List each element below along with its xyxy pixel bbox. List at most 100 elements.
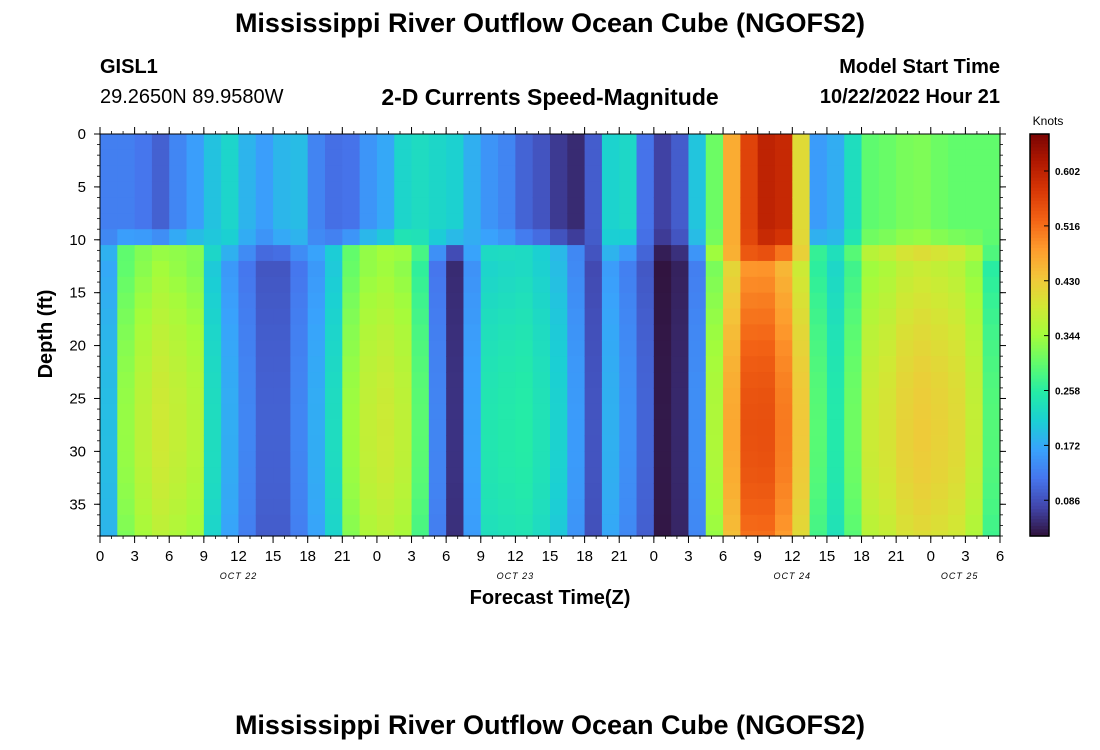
heatmap-cell xyxy=(844,308,863,326)
heatmap-cell xyxy=(117,260,136,278)
heatmap-cell xyxy=(290,340,309,357)
heatmap-cell xyxy=(134,213,153,230)
heatmap-cell xyxy=(325,356,343,373)
heatmap-cell xyxy=(809,435,828,452)
heatmap-cell xyxy=(221,340,240,357)
heatmap-cell xyxy=(671,197,690,214)
heatmap-cell xyxy=(151,260,170,278)
colorbar-segment xyxy=(1030,358,1049,363)
heatmap-cell xyxy=(273,181,291,199)
heatmap-cell xyxy=(550,356,568,373)
heatmap-cell xyxy=(930,213,949,230)
heatmap-cell xyxy=(342,213,361,230)
y-tick-label: 0 xyxy=(78,126,86,143)
heatmap-cell xyxy=(325,197,343,214)
heatmap-cell xyxy=(463,260,482,278)
colorbar-segment xyxy=(1030,164,1049,169)
heatmap-cell xyxy=(775,181,793,199)
heatmap-cell xyxy=(913,483,932,500)
heatmap-cell xyxy=(896,467,915,484)
heatmap-cell xyxy=(411,229,430,246)
heatmap-cell xyxy=(134,435,153,452)
colorbar-segment xyxy=(1030,261,1049,266)
heatmap-cell xyxy=(740,245,759,262)
colorbar-segment xyxy=(1030,495,1049,500)
heatmap-cell xyxy=(775,308,793,326)
heatmap-cell xyxy=(930,514,949,532)
heatmap-cell xyxy=(117,498,136,516)
heatmap-cell xyxy=(844,260,863,278)
heatmap-cell xyxy=(100,213,118,230)
heatmap-cell xyxy=(982,435,1001,452)
colorbar-segment xyxy=(1030,418,1049,423)
x-tick-label: 3 xyxy=(130,548,138,565)
heatmap-cell xyxy=(307,197,326,214)
heatmap-cell xyxy=(757,181,776,199)
heatmap-cell xyxy=(376,467,395,484)
heatmap-cell xyxy=(186,292,205,310)
heatmap-cell xyxy=(394,530,413,537)
heatmap-cell xyxy=(186,197,205,214)
x-tick-label: 0 xyxy=(927,548,935,565)
heatmap-cell xyxy=(463,403,482,421)
heatmap-cell xyxy=(636,435,655,452)
heatmap-cell xyxy=(619,419,638,437)
heatmap-cell xyxy=(100,530,118,537)
heatmap-cell xyxy=(757,197,776,214)
heatmap-cell xyxy=(342,308,361,326)
heatmap-cell xyxy=(757,165,776,183)
heatmap-cell xyxy=(169,419,188,437)
heatmap-cell xyxy=(151,483,170,500)
heatmap-cell xyxy=(965,451,984,468)
heatmap-cell xyxy=(982,197,1001,214)
heatmap-cell xyxy=(463,149,482,167)
heatmap-cell xyxy=(930,165,949,183)
heatmap-cell xyxy=(671,340,690,357)
colorbar-segment xyxy=(1030,291,1049,296)
heatmap-cell xyxy=(740,514,759,532)
heatmap-cell xyxy=(896,245,915,262)
heatmap-cell xyxy=(100,403,118,421)
heatmap-cell xyxy=(394,149,413,167)
heatmap-cell xyxy=(342,387,361,405)
heatmap-cell xyxy=(169,292,188,310)
heatmap-cell xyxy=(359,149,378,167)
heatmap-cell xyxy=(325,403,343,421)
heatmap-cell xyxy=(619,149,638,167)
heatmap-cell xyxy=(878,435,897,452)
heatmap-cell xyxy=(550,149,568,167)
heatmap-cell xyxy=(307,356,326,373)
heatmap-cell xyxy=(775,245,793,262)
heatmap-cell xyxy=(948,514,966,532)
heatmap-cell xyxy=(498,340,516,357)
heatmap-cell xyxy=(844,245,863,262)
x-tick-label: 3 xyxy=(407,548,415,565)
heatmap-cell xyxy=(117,134,136,151)
heatmap-cell xyxy=(688,181,707,199)
heatmap-cell xyxy=(809,483,828,500)
heatmap-cell xyxy=(930,197,949,214)
heatmap-cell xyxy=(100,245,118,262)
heatmap-cell xyxy=(550,324,568,341)
heatmap-cell xyxy=(844,340,863,357)
heatmap-cell xyxy=(498,356,516,373)
heatmap-cell xyxy=(359,514,378,532)
heatmap-cell xyxy=(376,181,395,199)
x-tick-label: 3 xyxy=(961,548,969,565)
heatmap-cell xyxy=(878,387,897,405)
heatmap-cell xyxy=(428,245,447,262)
heatmap-cell xyxy=(221,451,240,468)
x-tick-label: 15 xyxy=(265,548,282,565)
heatmap-cell xyxy=(151,514,170,532)
heatmap-cell xyxy=(359,387,378,405)
heatmap-cell xyxy=(342,498,361,516)
heatmap-cell xyxy=(809,165,828,183)
heatmap-cell xyxy=(550,514,568,532)
heatmap-cell xyxy=(480,340,499,357)
heatmap-cell xyxy=(775,451,793,468)
heatmap-cell xyxy=(411,165,430,183)
heatmap-cell xyxy=(636,324,655,341)
heatmap-cell xyxy=(653,372,672,389)
heatmap-cell xyxy=(238,149,257,167)
heatmap-cell xyxy=(619,245,638,262)
